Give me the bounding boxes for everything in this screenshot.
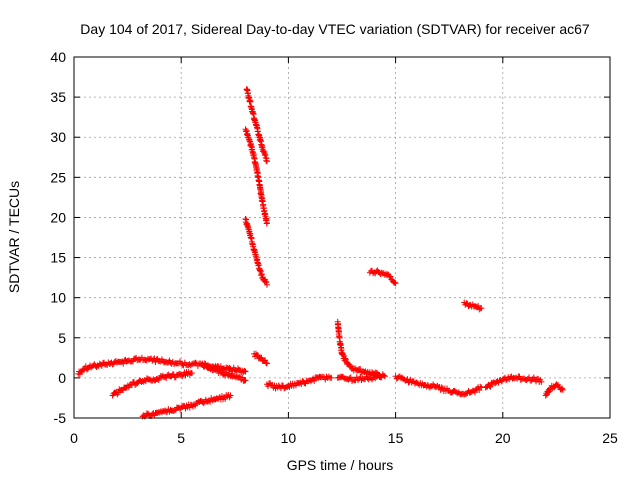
data-point [262, 278, 269, 285]
y-tick-label: 25 [50, 169, 66, 185]
x-tick-label: 20 [495, 430, 511, 446]
data-point [311, 377, 318, 384]
data-point [559, 385, 566, 392]
data-point [239, 374, 246, 381]
data-point [143, 357, 150, 364]
data-point [116, 386, 123, 393]
data-point [241, 377, 248, 384]
y-axis-label: SDTVAR / TECUs [6, 181, 22, 293]
data-point [259, 144, 266, 151]
data-point [530, 374, 537, 381]
data-point [471, 389, 478, 396]
data-point [528, 377, 535, 384]
data-point [186, 361, 193, 368]
data-point [177, 406, 184, 413]
y-tick-label: 30 [50, 129, 66, 145]
data-point [364, 375, 371, 382]
data-point [125, 384, 132, 391]
data-point [497, 376, 504, 383]
y-tick-label: 5 [58, 330, 66, 346]
data-point [246, 228, 253, 235]
data-point [342, 356, 349, 363]
data-point [241, 367, 248, 374]
data-point [358, 369, 365, 376]
data-point [327, 374, 334, 381]
plot-frame [73, 56, 611, 419]
data-point [218, 393, 225, 400]
data-point [341, 352, 348, 359]
data-point [217, 368, 224, 375]
x-tick-label: 25 [602, 430, 618, 446]
data-point [503, 377, 510, 384]
x-tick-label: 15 [388, 430, 404, 446]
x-tick-label: 10 [281, 430, 297, 446]
data-point [376, 374, 383, 381]
data-point [477, 305, 484, 312]
data-point [487, 383, 494, 390]
data-point [143, 375, 150, 382]
data-point [263, 220, 270, 227]
data-point [537, 376, 544, 383]
data-point [133, 380, 140, 387]
data-point [263, 155, 270, 162]
data-point [202, 361, 209, 368]
data-point [477, 383, 484, 390]
data-point [236, 373, 243, 380]
data-point [373, 268, 380, 275]
data-points [75, 86, 566, 420]
data-point [155, 376, 162, 383]
data-point [262, 357, 269, 364]
data-point [263, 359, 270, 366]
data-point [387, 273, 394, 280]
data-point [163, 375, 170, 382]
x-tick-label: 0 [70, 430, 78, 446]
data-point [166, 357, 173, 364]
data-point [315, 374, 322, 381]
data-point [263, 281, 270, 288]
data-point [192, 359, 199, 366]
data-point [177, 358, 184, 365]
data-point [465, 303, 472, 310]
data-point [186, 404, 193, 411]
y-tick-label: 20 [50, 209, 66, 225]
x-tick-label: 5 [177, 430, 185, 446]
x-axis-label: GPS time / hours [287, 457, 394, 473]
data-point [98, 362, 105, 369]
y-tick-label: 35 [50, 89, 66, 105]
data-point [213, 366, 220, 373]
y-tick-label: 10 [50, 290, 66, 306]
data-point [263, 360, 270, 367]
chart-title: Day 104 of 2017, Sidereal Day-to-day VTE… [80, 21, 590, 37]
y-tick-label: 15 [50, 250, 66, 266]
data-point [165, 406, 172, 413]
data-point [240, 368, 247, 375]
data-point [325, 373, 332, 380]
y-tick-label: 0 [58, 370, 66, 386]
data-point [476, 387, 483, 394]
data-point [380, 372, 387, 379]
y-tick-label: 40 [50, 49, 66, 65]
data-point [422, 382, 429, 389]
data-point [476, 306, 483, 313]
data-point [342, 355, 349, 362]
data-point [438, 384, 445, 391]
data-point [246, 136, 253, 143]
data-point [263, 279, 270, 286]
y-tick-label: -5 [54, 410, 67, 426]
data-point [250, 151, 257, 158]
data-point [545, 389, 552, 396]
data-point [258, 354, 265, 361]
data-point [391, 279, 398, 286]
data-point [120, 360, 127, 367]
data-point [154, 376, 161, 383]
data-point [80, 367, 87, 374]
data-point [187, 370, 194, 377]
data-point [558, 386, 565, 393]
data-point [226, 394, 233, 401]
data-point [200, 400, 207, 407]
